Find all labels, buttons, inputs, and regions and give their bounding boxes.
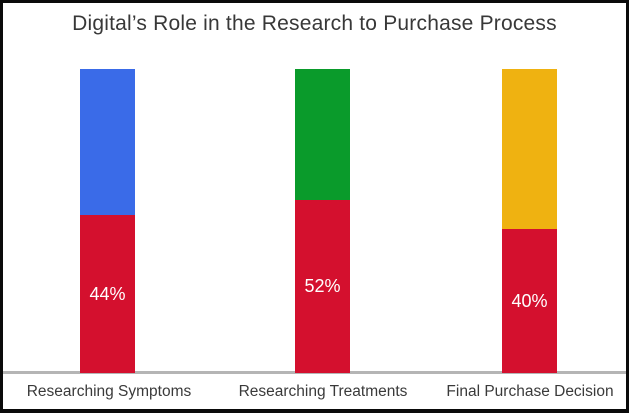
bar-red-segment: 52% [295,200,350,373]
bar-value-label: 44% [89,283,126,304]
bar-final-purchase-decision: 40% [502,69,557,373]
bar-value-label: 40% [511,290,548,311]
bar-top-segment-gold [502,69,557,229]
bar-researching-symptoms: 44% [80,69,135,373]
bar-value-label: 52% [304,276,341,296]
category-label-researching-symptoms: Researching Symptoms [26,383,192,400]
chart-title: Digital’s Role in the Research to Purcha… [72,12,557,35]
bar-top-segment-blue [80,69,135,215]
bar-red-segment: 40% [502,229,557,373]
category-label-researching-treatments: Researching Treatments [238,383,408,400]
plot-area: 44% 52% 40% Researching Symptoms Researc… [3,3,626,409]
bar-researching-treatments: 52% [295,69,350,373]
category-label-final-purchase-decision: Final Purchase Decision [446,383,614,400]
bar-top-segment-green [295,69,350,200]
bar-red-segment: 44% [80,215,135,373]
